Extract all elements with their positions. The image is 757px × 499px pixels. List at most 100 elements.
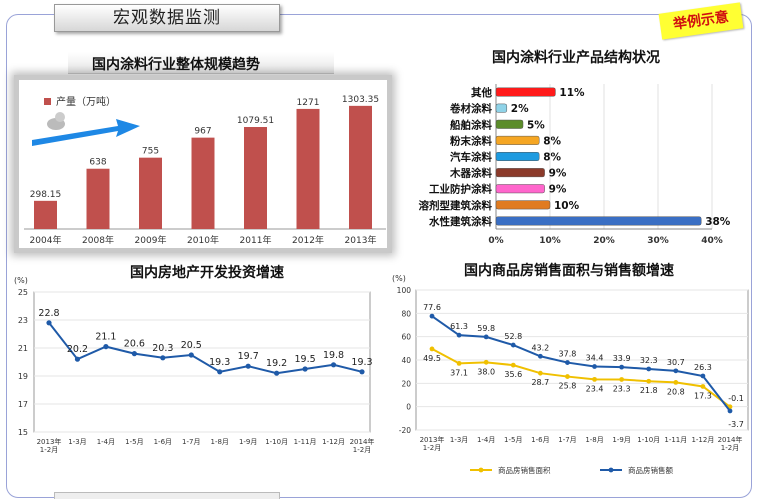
hbar xyxy=(495,184,545,194)
hbar-x-tick: 10% xyxy=(539,236,561,246)
hbar-category-label: 卷材涂料 xyxy=(449,102,492,115)
sales-value-label: 26.3 xyxy=(694,363,712,372)
line-value-label: 20.5 xyxy=(181,340,202,351)
sales-unit: (%) xyxy=(392,274,406,283)
sales-value-label: 17.3 xyxy=(694,391,712,400)
trend-arrow-icon xyxy=(32,112,140,146)
hbar-x-tick: 30% xyxy=(647,236,669,246)
sales-x-tick: 1-5月 xyxy=(504,436,522,444)
sales-point xyxy=(537,353,543,359)
line-y-tick: 23 xyxy=(18,316,28,325)
sales-y-tick: 0 xyxy=(406,403,411,412)
sales-value-label: 35.6 xyxy=(504,370,522,379)
line-point xyxy=(46,320,52,326)
sales-value-label: 49.5 xyxy=(423,354,441,363)
sales-x-tick: 1-4月 xyxy=(477,436,495,444)
line-x-tick: 1-11月 xyxy=(294,438,317,446)
sales-series-line xyxy=(431,315,731,412)
hbar-value-label: 11% xyxy=(559,87,585,99)
line-value-label: 19.3 xyxy=(351,357,372,368)
hbar-category-label: 粉末涂料 xyxy=(450,134,492,147)
line-point xyxy=(74,356,81,362)
bar-value-label: 1079.51 xyxy=(237,116,274,126)
sales-point xyxy=(646,366,652,372)
sales-x-tick: 1-7月 xyxy=(558,436,576,444)
sales-value-label: 52.8 xyxy=(504,332,522,341)
sales-point xyxy=(673,368,679,374)
line-value-label: 20.6 xyxy=(124,339,145,350)
sales-point xyxy=(537,370,543,376)
sales-value-label: 25.8 xyxy=(559,382,577,391)
line-x-tick: 1-3月 xyxy=(68,438,86,446)
hbar-value-label: 9% xyxy=(549,168,567,180)
hbar-value-label: 2% xyxy=(511,103,529,115)
bar-value-label: 755 xyxy=(142,147,159,157)
sales-point xyxy=(456,360,462,366)
sales-value-label: -0.1 xyxy=(728,394,744,403)
line-x-tick: 1-7月 xyxy=(182,438,200,446)
hbar-category-label: 船舶涂料 xyxy=(450,118,492,131)
sales-value-label: 30.7 xyxy=(667,358,685,367)
line-x-tick: 2014年 1-2月 xyxy=(350,437,375,454)
bar-value-label: 1303.35 xyxy=(342,95,379,105)
investment-unit: (%) xyxy=(14,276,28,285)
hbar xyxy=(495,168,545,178)
line-x-tick: 1-4月 xyxy=(97,438,115,446)
sales-legend-marker xyxy=(478,467,484,473)
bar-category-label: 2011年 xyxy=(240,234,272,246)
sales-point xyxy=(619,377,625,382)
sales-point xyxy=(483,359,489,365)
sales-point xyxy=(456,332,462,338)
sales-y-tick: 60 xyxy=(401,333,411,342)
sales-value-label: 77.6 xyxy=(423,303,441,312)
sales-y-tick: -20 xyxy=(399,426,411,435)
line-point xyxy=(245,363,251,369)
sales-y-tick: 20 xyxy=(401,379,411,388)
hbar-x-tick: 20% xyxy=(593,236,615,246)
hbar xyxy=(495,135,540,145)
bar-chart-legend: 产量（万吨） xyxy=(56,95,116,108)
sales-value-label: 59.8 xyxy=(477,324,495,333)
sales-point xyxy=(592,364,597,369)
line-y-tick: 25 xyxy=(18,288,28,297)
line-y-tick: 21 xyxy=(18,344,28,353)
hbar-x-tick: 0% xyxy=(488,236,503,246)
sales-y-tick: 100 xyxy=(397,286,412,295)
line-value-label: 19.5 xyxy=(295,354,316,365)
sales-value-label: 23.3 xyxy=(613,384,631,393)
sales-x-tick: 1-10月 xyxy=(637,436,660,444)
line-value-label: 20.2 xyxy=(67,344,88,355)
sales-x-tick: 1-12月 xyxy=(691,436,714,444)
sales-point xyxy=(619,364,625,370)
hbar-category-label: 木器涂料 xyxy=(449,167,492,180)
next-section-strip xyxy=(54,492,280,499)
hbar-category-label: 水性建筑涂料 xyxy=(428,215,492,228)
hbar-category-label: 其他 xyxy=(471,86,492,99)
line-point xyxy=(359,369,365,375)
sales-legend-label: 商品房销售额 xyxy=(628,465,673,475)
line-point xyxy=(302,366,308,372)
sales-point xyxy=(429,313,435,319)
bar-chart-title: 国内涂料行业整体规模趋势 xyxy=(92,57,260,73)
line-value-label: 19.2 xyxy=(266,358,287,369)
structure-chart-title: 国内涂料行业产品结构状况 xyxy=(492,50,660,66)
line-x-tick: 1-5月 xyxy=(125,438,143,446)
hbar xyxy=(495,216,702,226)
bar xyxy=(296,108,320,229)
sales-value-label: 33.9 xyxy=(613,354,631,363)
bar xyxy=(139,157,162,229)
sales-point xyxy=(592,376,597,382)
bar-category-label: 2004年 xyxy=(30,234,62,246)
hbar-value-label: 9% xyxy=(549,184,567,196)
legend-swatch xyxy=(44,98,51,105)
sales-point xyxy=(510,342,516,348)
sales-value-label: 28.7 xyxy=(531,378,549,387)
line-point xyxy=(131,351,137,357)
bar-category-label: 2008年 xyxy=(82,234,114,246)
line-value-label: 20.3 xyxy=(152,343,173,354)
bar xyxy=(349,105,372,229)
sales-chart-title: 国内商品房销售面积与销售额增速 xyxy=(464,263,674,279)
line-point xyxy=(274,370,280,376)
line-point xyxy=(188,352,194,358)
